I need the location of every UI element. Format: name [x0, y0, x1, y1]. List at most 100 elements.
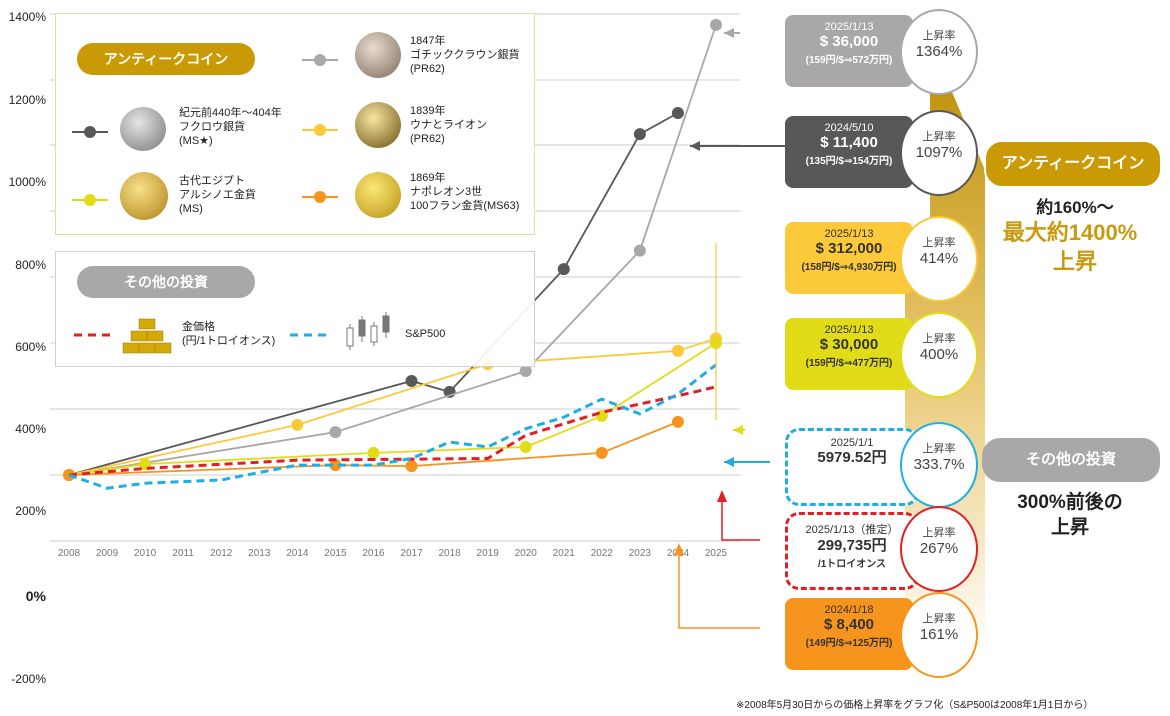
candlestick-icon: [345, 312, 391, 357]
rate-bubble: 上昇率 1097%: [900, 110, 978, 196]
x-tick-label: 2023: [629, 548, 652, 559]
data-point: [405, 374, 418, 387]
rate-value: 267%: [919, 540, 959, 557]
rate-label: 上昇率: [922, 443, 956, 455]
card-price: $ 11,400: [820, 134, 878, 151]
rate-value: 1097%: [915, 144, 963, 161]
rate-label: 上昇率: [922, 333, 956, 345]
data-point: [329, 426, 342, 439]
x-tick-label: 2021: [553, 548, 576, 559]
card-date: 2025/1/13: [824, 21, 874, 33]
rate-bubble: 上昇率 1364%: [900, 9, 978, 95]
price-card: 2025/1/13 $ 36,000 (159円/$⇒572万円): [785, 15, 913, 87]
summary-antique-line1: 約160%〜: [1036, 198, 1114, 217]
series-6: [68, 363, 717, 490]
data-point: [405, 460, 418, 473]
x-tick-label: 2017: [400, 548, 423, 559]
rate-bubble: 上昇率 267%: [900, 506, 978, 592]
price-card: 2024/1/18 $ 8,400 (149円/$⇒125万円): [785, 598, 913, 670]
y-tick-label: -200%: [11, 672, 46, 686]
connector: [721, 495, 760, 541]
data-point: [291, 418, 304, 431]
connector-arrowhead: [724, 457, 734, 467]
y-tick-label: 1200%: [8, 93, 46, 107]
x-tick-label: 2018: [438, 548, 461, 559]
card-price: 299,735円: [817, 537, 887, 554]
data-point: [671, 344, 684, 357]
card-date: 2025/1/13（推定）: [805, 524, 899, 536]
card-date: 2025/1/1: [830, 437, 874, 449]
antique-legend-label: アンティークコイン: [77, 43, 255, 75]
data-point: [367, 446, 380, 459]
y-tick-label: 600%: [15, 340, 46, 354]
series-4: [63, 415, 684, 481]
owl-coin-icon: [120, 107, 166, 151]
connector-arrowhead: [733, 425, 743, 435]
rate-value: 161%: [919, 626, 959, 643]
y-tick-label: 1000%: [8, 175, 46, 189]
card-conv: (149円/$⇒125万円): [805, 638, 893, 649]
rate-bubble: 上昇率 414%: [900, 216, 978, 302]
connector: [678, 548, 760, 629]
card-date: 2024/1/18: [824, 604, 874, 616]
card-conv: (159円/$⇒477万円): [805, 358, 893, 369]
card-date: 2025/1/13: [824, 228, 874, 240]
price-card: 2024/5/10 $ 11,400 (135円/$⇒154万円): [785, 116, 913, 188]
card-conv: (159円/$⇒572万円): [805, 55, 893, 66]
rate-bubble: 上昇率 400%: [900, 312, 978, 398]
card-conv: /1トロイオンス: [817, 559, 887, 570]
napoleon-coin-icon: [355, 172, 401, 218]
card-conv: (135円/$⇒154万円): [805, 156, 893, 167]
gold-bars-icon: [122, 318, 172, 354]
connector-arrowhead: [724, 28, 734, 38]
price-card: 2025/1/13（推定） 299,735円/1トロイオンス: [785, 512, 919, 590]
price-card: 2025/1/1 5979.52円: [785, 428, 919, 506]
summary-antique-line3: 上昇: [1052, 249, 1097, 274]
footnote: ※2008年5月30日からの価格上昇率をグラフ化（S&P500は2008年1月1…: [736, 700, 1094, 711]
arsinoe-coin-icon: [120, 172, 168, 220]
y-tick-label: 800%: [15, 258, 46, 272]
y-tick-label: 1400%: [8, 10, 46, 24]
una-coin-icon: [355, 102, 401, 148]
x-tick-label: 2009: [96, 548, 119, 559]
data-point: [671, 106, 684, 119]
card-conv: (158円/$⇒4,930万円): [801, 262, 897, 273]
card-date: 2024/5/10: [824, 122, 874, 134]
x-tick-label: 2011: [172, 548, 194, 559]
y-tick-label: 400%: [15, 422, 46, 436]
rate-value: 333.7%: [913, 456, 965, 473]
rate-value: 400%: [919, 346, 959, 363]
y-tick-label: 0%: [25, 588, 46, 604]
data-point: [557, 263, 570, 276]
card-price: $ 312,000: [815, 240, 883, 257]
data-point: [329, 459, 342, 472]
card-price: $ 8,400: [823, 616, 875, 633]
x-tick-label: 2022: [591, 548, 614, 559]
summary-antique-label: アンティークコイン: [984, 140, 1162, 188]
data-point: [595, 446, 608, 459]
summary-other-line2: 上昇: [1050, 517, 1089, 538]
connector-arrowhead: [717, 490, 727, 502]
data-point: [519, 440, 532, 453]
connector-arrowhead: [674, 543, 684, 555]
price-card: 2025/1/13 $ 30,000 (159円/$⇒477万円): [785, 318, 913, 390]
gothic-coin-icon: [355, 32, 401, 78]
rate-label: 上昇率: [922, 30, 956, 42]
summary-other-label: その他の投資: [982, 438, 1160, 482]
x-tick-label: 2013: [248, 548, 271, 559]
card-date: 2025/1/13: [824, 324, 874, 336]
summary-antique-line2: 最大約1400%: [1002, 220, 1138, 245]
data-point: [710, 18, 722, 31]
card-price: $ 30,000: [819, 336, 879, 353]
data-point: [633, 128, 646, 141]
card-price: $ 36,000: [819, 33, 879, 50]
x-tick-label: 2020: [515, 548, 538, 559]
price-card: 2025/1/13 $ 312,000 (158円/$⇒4,930万円): [785, 222, 913, 294]
x-tick-label: 2010: [134, 548, 157, 559]
series-line: [68, 342, 717, 476]
y-tick-label: 200%: [15, 504, 46, 518]
rate-bubble: 上昇率 161%: [900, 592, 978, 678]
rate-label: 上昇率: [922, 613, 956, 625]
summary-other-line1: 300%前後の: [1017, 492, 1123, 513]
card-price: 5979.52円: [817, 449, 887, 466]
